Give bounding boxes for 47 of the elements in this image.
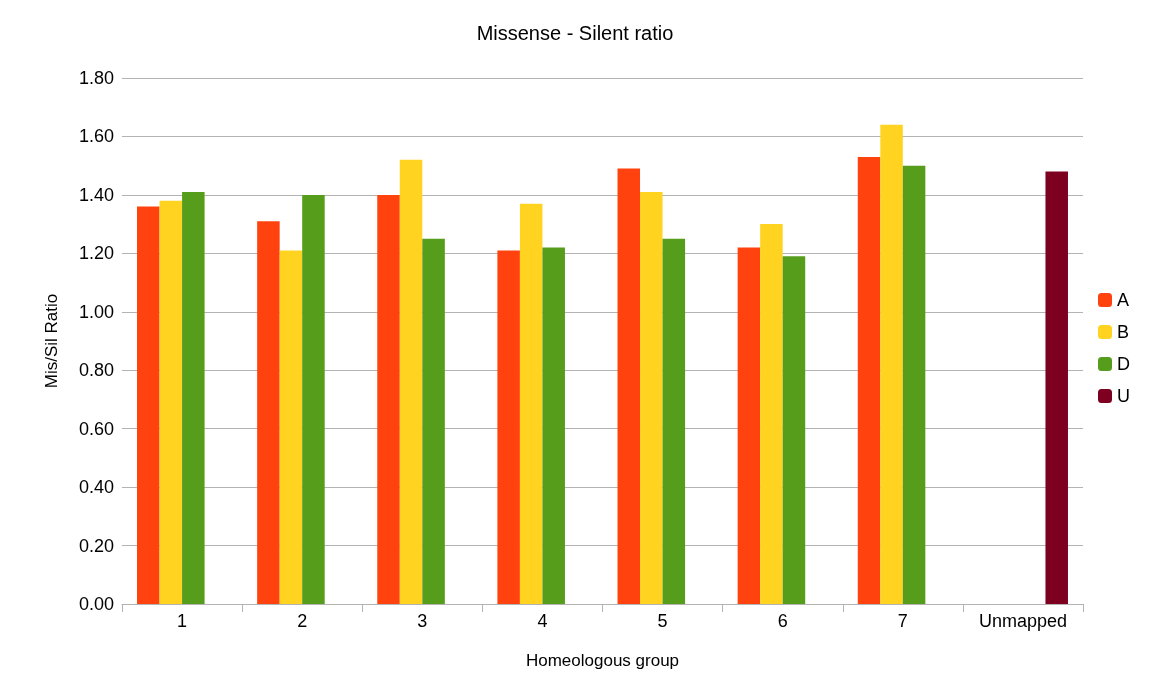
chart-title: Missense - Silent ratio bbox=[476, 22, 674, 44]
y-tick-label: 1.40 bbox=[78, 184, 114, 205]
y-tick-label: 0.20 bbox=[78, 535, 114, 556]
bar bbox=[542, 247, 565, 604]
bar bbox=[422, 238, 445, 604]
y-tick-label: 1.80 bbox=[78, 68, 114, 88]
bar bbox=[159, 200, 183, 604]
bar bbox=[182, 191, 205, 604]
legend-label: U bbox=[1117, 386, 1130, 406]
y-tick-label: 0.40 bbox=[78, 477, 114, 498]
y-tick-label: 0.60 bbox=[78, 418, 114, 439]
bar bbox=[302, 194, 325, 604]
x-tick-label: 5 bbox=[657, 611, 668, 631]
legend-label: B bbox=[1117, 322, 1130, 342]
bar bbox=[377, 194, 400, 604]
legend-label: A bbox=[1117, 290, 1130, 310]
x-axis-title: Homeologous group bbox=[525, 651, 680, 670]
bar bbox=[902, 165, 926, 604]
x-tick-label: 2 bbox=[297, 611, 308, 631]
x-tick-label: 1 bbox=[177, 611, 188, 631]
bar bbox=[617, 168, 641, 604]
y-tick-label: 1.20 bbox=[78, 243, 114, 264]
y-tick-label: 1.00 bbox=[78, 301, 114, 322]
x-tick-label: 7 bbox=[897, 611, 908, 631]
x-tick-label: 6 bbox=[777, 611, 788, 631]
legend-label: D bbox=[1117, 354, 1130, 374]
bar bbox=[857, 156, 881, 604]
bar bbox=[782, 256, 806, 604]
bar bbox=[737, 247, 761, 604]
x-tick-label: 3 bbox=[417, 611, 428, 631]
bar bbox=[880, 124, 903, 604]
bar bbox=[257, 221, 280, 604]
x-tick-label: 4 bbox=[537, 611, 548, 631]
y-tick-label: 0.00 bbox=[78, 594, 114, 614]
bar bbox=[640, 191, 663, 604]
x-tick-label: Unmapped bbox=[978, 611, 1067, 631]
bar bbox=[662, 238, 686, 604]
bar bbox=[399, 159, 423, 604]
bar bbox=[279, 250, 303, 604]
bar bbox=[519, 203, 543, 604]
y-tick-label: 0.80 bbox=[78, 360, 114, 381]
bar bbox=[497, 250, 520, 604]
bar bbox=[137, 206, 160, 604]
bar bbox=[1045, 171, 1068, 604]
bar bbox=[760, 224, 783, 604]
y-axis-title: Mis/Sil Ratio bbox=[42, 293, 61, 389]
y-tick-label: 1.60 bbox=[78, 126, 114, 147]
